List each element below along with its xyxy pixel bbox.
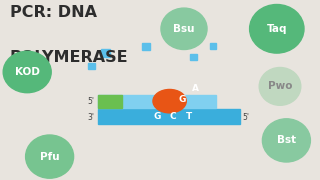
FancyBboxPatch shape <box>190 54 197 60</box>
Ellipse shape <box>259 68 301 105</box>
FancyBboxPatch shape <box>88 63 95 69</box>
Text: KOD: KOD <box>15 67 40 77</box>
FancyBboxPatch shape <box>98 95 122 108</box>
Text: A: A <box>192 84 199 93</box>
FancyBboxPatch shape <box>101 49 110 57</box>
Ellipse shape <box>153 89 186 113</box>
Text: C: C <box>170 112 176 121</box>
Ellipse shape <box>3 51 51 93</box>
Text: G: G <box>153 112 161 121</box>
Text: Taq: Taq <box>267 24 287 34</box>
Text: PCR: DNA: PCR: DNA <box>10 5 97 20</box>
Ellipse shape <box>161 8 207 50</box>
Text: 5': 5' <box>243 112 250 122</box>
Text: Pwo: Pwo <box>268 81 292 91</box>
Ellipse shape <box>262 119 310 162</box>
FancyBboxPatch shape <box>142 43 150 50</box>
Text: T: T <box>186 112 192 121</box>
FancyBboxPatch shape <box>98 95 216 108</box>
FancyBboxPatch shape <box>98 109 240 124</box>
Text: POLYMERASE: POLYMERASE <box>10 50 128 65</box>
Text: Bst: Bst <box>277 135 296 145</box>
Text: G: G <box>178 95 186 104</box>
Text: Pfu: Pfu <box>40 152 60 162</box>
Ellipse shape <box>26 135 74 178</box>
Text: 5': 5' <box>87 97 94 106</box>
Text: Bsu: Bsu <box>173 24 195 34</box>
Ellipse shape <box>250 4 304 53</box>
Text: 3': 3' <box>87 112 94 122</box>
FancyBboxPatch shape <box>210 43 216 49</box>
